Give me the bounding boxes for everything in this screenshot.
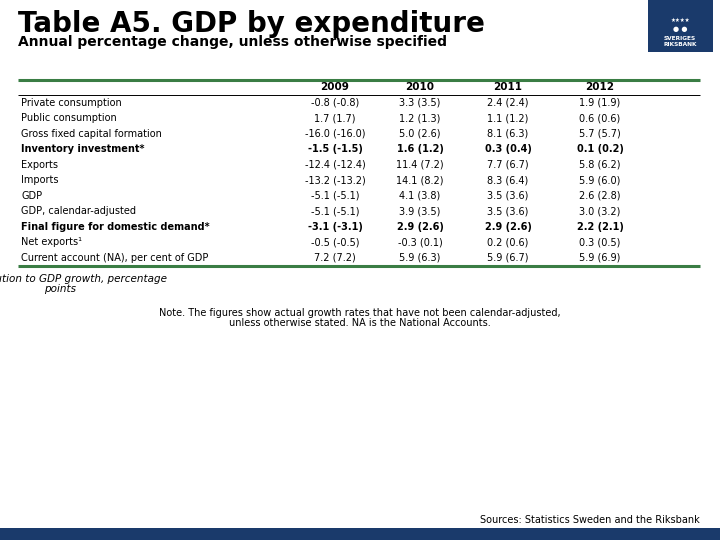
Text: Inventory investment*: Inventory investment* [21, 144, 145, 154]
Text: 1.2 (1.3): 1.2 (1.3) [400, 113, 441, 123]
Text: 2009: 2009 [320, 83, 349, 92]
Text: -0.8 (-0.8): -0.8 (-0.8) [311, 98, 359, 108]
Text: 0.3 (0.5): 0.3 (0.5) [580, 237, 621, 247]
Text: 1.6 (1.2): 1.6 (1.2) [397, 144, 444, 154]
Text: 2.2 (2.1): 2.2 (2.1) [577, 222, 624, 232]
Text: Private consumption: Private consumption [21, 98, 122, 108]
Text: 5.7 (5.7): 5.7 (5.7) [579, 129, 621, 139]
Text: 0.6 (0.6): 0.6 (0.6) [580, 113, 621, 123]
Text: Annual percentage change, unless otherwise specified: Annual percentage change, unless otherwi… [18, 35, 447, 49]
Text: 2.9 (2.6): 2.9 (2.6) [397, 222, 444, 232]
Text: -0.3 (0.1): -0.3 (0.1) [397, 237, 442, 247]
Text: Net exports¹: Net exports¹ [21, 237, 82, 247]
Text: 3.9 (3.5): 3.9 (3.5) [400, 206, 441, 216]
Text: 2.4 (2.4): 2.4 (2.4) [487, 98, 528, 108]
Text: 0.2 (0.6): 0.2 (0.6) [487, 237, 528, 247]
Text: 8.3 (6.4): 8.3 (6.4) [487, 176, 528, 185]
Text: 4.1 (3.8): 4.1 (3.8) [400, 191, 441, 201]
Text: -12.4 (-12.4): -12.4 (-12.4) [305, 160, 365, 170]
Text: 3.3 (3.5): 3.3 (3.5) [400, 98, 441, 108]
Text: RIKSBANK: RIKSBANK [663, 42, 697, 46]
Text: 2011: 2011 [493, 83, 523, 92]
Text: 5.9 (6.9): 5.9 (6.9) [580, 253, 621, 263]
Text: -13.2 (-13.2): -13.2 (-13.2) [305, 176, 365, 185]
Text: Table A5. GDP by expenditure: Table A5. GDP by expenditure [18, 10, 485, 38]
Bar [0, 528, 720, 540]
Text: Gross fixed capital formation: Gross fixed capital formation [21, 129, 162, 139]
Text: 5.8 (6.2): 5.8 (6.2) [580, 160, 621, 170]
Text: 0.3 (0.4): 0.3 (0.4) [485, 144, 531, 154]
Text: 2.6 (2.8): 2.6 (2.8) [580, 191, 621, 201]
Bar [648, 0, 713, 52]
Text: 5.9 (6.3): 5.9 (6.3) [400, 253, 441, 263]
Text: 3.5 (3.6): 3.5 (3.6) [487, 191, 528, 201]
Text: 11.4 (7.2): 11.4 (7.2) [396, 160, 444, 170]
Text: *Contribution to GDP growth, percentage: *Contribution to GDP growth, percentage [0, 273, 168, 284]
Text: Exports: Exports [21, 160, 58, 170]
Text: 7.7 (6.7): 7.7 (6.7) [487, 160, 528, 170]
Text: 2010: 2010 [405, 83, 434, 92]
Text: 3.5 (3.6): 3.5 (3.6) [487, 206, 528, 216]
Text: 7.2 (7.2): 7.2 (7.2) [314, 253, 356, 263]
Text: GDP: GDP [21, 191, 42, 201]
Text: 1.1 (1.2): 1.1 (1.2) [487, 113, 528, 123]
Text: 3.0 (3.2): 3.0 (3.2) [580, 206, 621, 216]
Text: ● ●: ● ● [672, 26, 688, 32]
Text: -5.1 (-5.1): -5.1 (-5.1) [311, 206, 359, 216]
Text: Current account (NA), per cent of GDP: Current account (NA), per cent of GDP [21, 253, 208, 263]
Text: 1.9 (1.9): 1.9 (1.9) [580, 98, 621, 108]
Text: Sources: Statistics Sweden and the Riksbank: Sources: Statistics Sweden and the Riksb… [480, 515, 700, 525]
Text: SVERIGES: SVERIGES [664, 36, 696, 40]
Text: 1.7 (1.7): 1.7 (1.7) [314, 113, 356, 123]
Text: -3.1 (-3.1): -3.1 (-3.1) [307, 222, 362, 232]
Text: -5.1 (-5.1): -5.1 (-5.1) [311, 191, 359, 201]
Text: 2.9 (2.6): 2.9 (2.6) [485, 222, 531, 232]
Text: 2012: 2012 [585, 83, 614, 92]
Text: Final figure for domestic demand*: Final figure for domestic demand* [21, 222, 210, 232]
Text: 5.9 (6.0): 5.9 (6.0) [580, 176, 621, 185]
Text: points: points [44, 285, 76, 294]
Text: -16.0 (-16.0): -16.0 (-16.0) [305, 129, 365, 139]
Text: unless otherwise stated. NA is the National Accounts.: unless otherwise stated. NA is the Natio… [229, 319, 491, 328]
Text: -0.5 (-0.5): -0.5 (-0.5) [311, 237, 359, 247]
Text: 0.1 (0.2): 0.1 (0.2) [577, 144, 624, 154]
Text: 8.1 (6.3): 8.1 (6.3) [487, 129, 528, 139]
Text: ★★★★: ★★★★ [670, 17, 690, 23]
Text: -1.5 (-1.5): -1.5 (-1.5) [307, 144, 362, 154]
Text: Public consumption: Public consumption [21, 113, 117, 123]
Text: Imports: Imports [21, 176, 58, 185]
Text: Note. The figures show actual growth rates that have not been calendar-adjusted,: Note. The figures show actual growth rat… [159, 307, 561, 318]
Text: 5.9 (6.7): 5.9 (6.7) [487, 253, 528, 263]
Text: GDP, calendar-adjusted: GDP, calendar-adjusted [21, 206, 136, 216]
Text: 5.0 (2.6): 5.0 (2.6) [400, 129, 441, 139]
Text: 14.1 (8.2): 14.1 (8.2) [396, 176, 444, 185]
